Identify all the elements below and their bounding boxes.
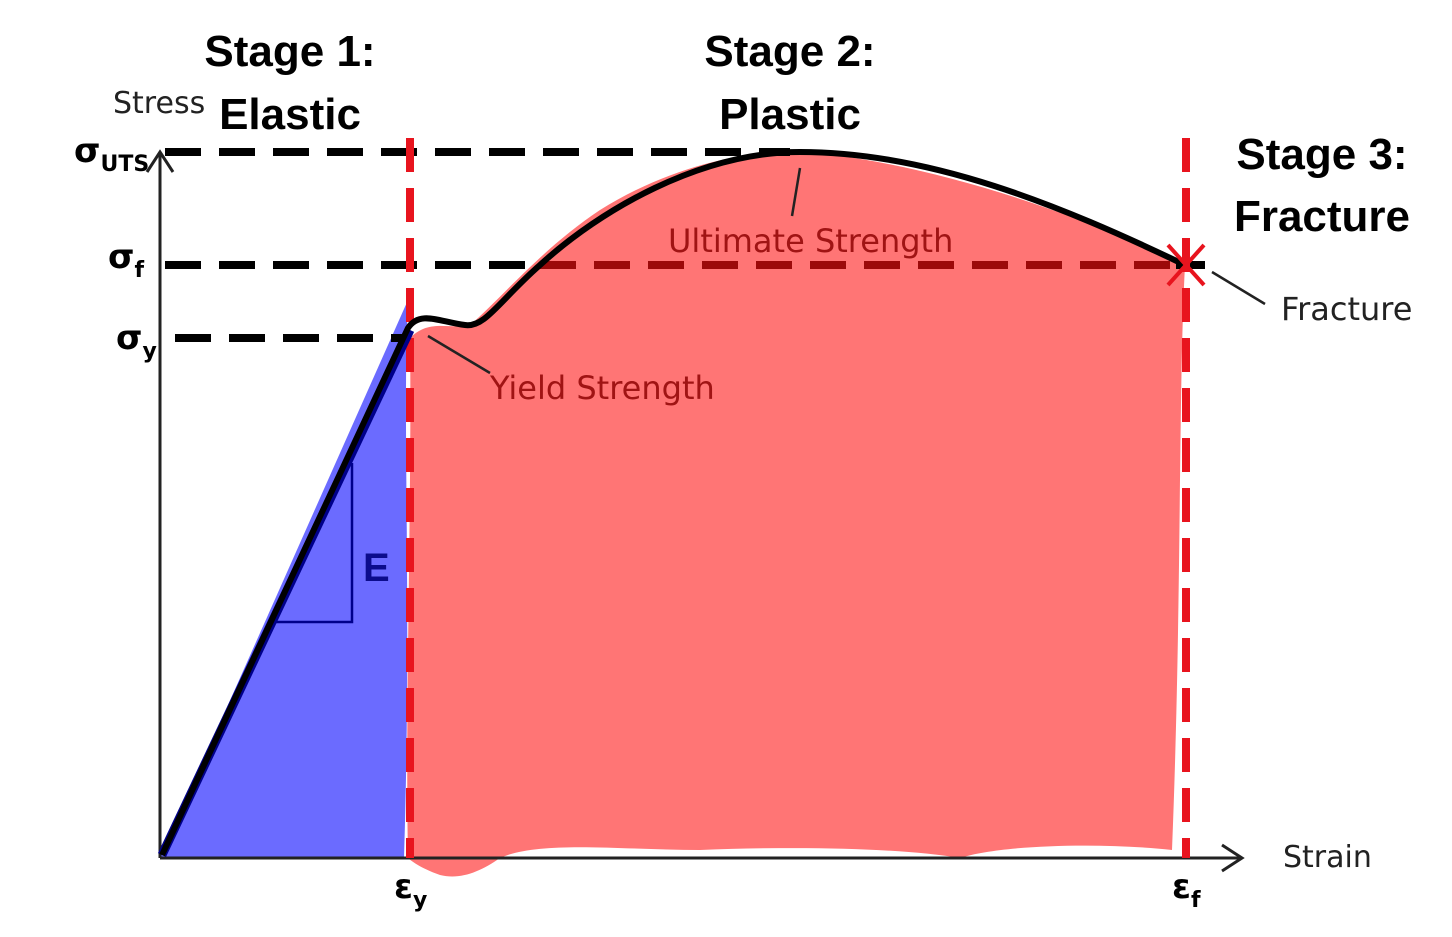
ultimate-leader (790, 167, 802, 217)
axes (145, 149, 1245, 873)
stage-1-name: Elastic (219, 90, 361, 139)
fracture-leader (1211, 270, 1266, 306)
leader-lines (427, 167, 1266, 375)
stage-1-title: Stage 1: (204, 27, 375, 76)
elastic-modulus-label: E (363, 546, 390, 590)
y-axis-label: Stress (113, 86, 205, 121)
stage-2-title: Stage 2: (704, 27, 875, 76)
stress-strain-curve (159, 148, 1187, 857)
uts-symbol: σUTS (74, 131, 149, 177)
stage-2-name: Plastic (719, 90, 861, 139)
fracture-label: Fracture (1281, 290, 1412, 328)
yield-leader (427, 334, 491, 375)
x-axis-label: Strain (1283, 840, 1372, 875)
yield-strength-label: Yield Strength (489, 369, 715, 407)
ultimate-strength-label: Ultimate Strength (668, 222, 953, 260)
stress-guides (165, 148, 790, 342)
stage-3-name: Fracture (1234, 192, 1410, 241)
fracture-stress-symbol: σf (108, 237, 144, 283)
yield-stress-symbol: σy (116, 318, 157, 364)
fracture-strain-symbol: εf (1172, 867, 1201, 913)
yield-strain-symbol: εy (394, 867, 427, 913)
modulus-triangle (275, 463, 354, 624)
stage-boundaries (406, 138, 1190, 858)
plastic-region (407, 151, 1185, 877)
stage-3-title: Stage 3: (1236, 130, 1407, 179)
fracture-marker (1166, 243, 1206, 287)
